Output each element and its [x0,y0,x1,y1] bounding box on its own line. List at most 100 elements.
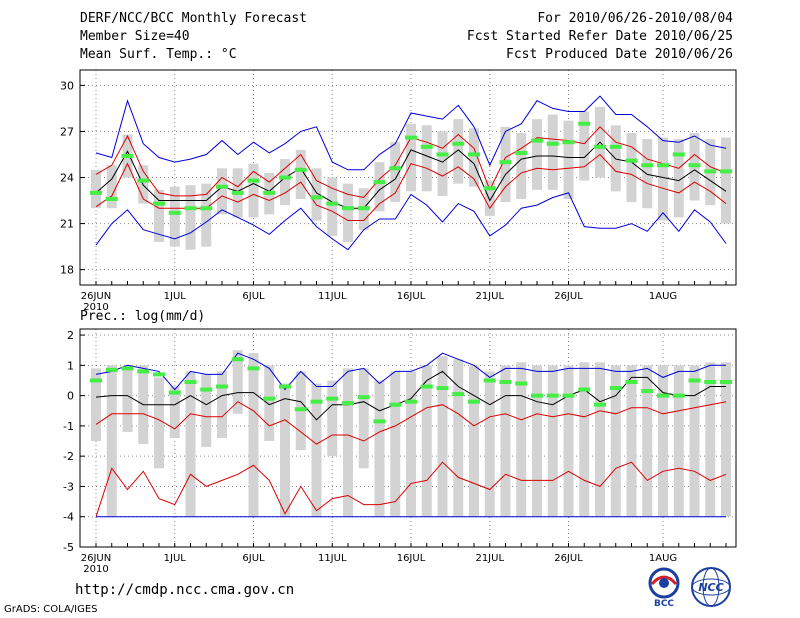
member-size: Member Size=40 [80,29,190,44]
temp-xtick-label: 1AUG [649,291,677,302]
temp-spread-bar [91,169,101,209]
prec-ensemble-marker [231,357,244,362]
prec-ensemble-marker [704,379,717,384]
prec-spread-bar [721,362,731,517]
temp-ensemble-marker [609,144,622,149]
temp-ensemble-marker [499,160,512,165]
source-url[interactable]: http://cmdp.ncc.cma.gov.cn [75,582,295,598]
temp-ytick-label: 18 [60,264,74,277]
temp-ensemble-marker [578,121,591,126]
prec-ensemble-marker [420,384,433,389]
temp-ensemble-marker [405,135,417,140]
prec-ensemble-marker [468,399,480,404]
prec-spread-bar [469,365,479,517]
prec-ensemble-marker [279,384,291,389]
prec-xtick-label: 6JUL [242,553,265,564]
prec-ensemble-marker [609,386,622,391]
temp-spread-bar [658,137,668,221]
prec-series-max [95,352,726,391]
prec-spread-bar [264,365,275,442]
prec-ensemble-marker [641,389,654,394]
prec-ytick-label: 2 [67,329,74,342]
temp-spread-bar [500,126,511,203]
temp-ensemble-marker [389,166,402,171]
grads-credit: GrADS: COLA/IGES [4,604,98,615]
temp-ensemble-marker [279,175,291,180]
prec-spread-bar [595,362,605,517]
prec-spread-bar [169,386,180,438]
forecast-start-date: Fcst Started Refer Date 2010/06/25 [466,29,733,44]
prec-spread-bar [673,365,684,517]
temp-spread-bar [217,168,227,215]
temp-spread-bar [532,119,542,190]
prec-xtick-label: 1AUG [649,553,677,564]
temp-ensemble-marker [625,158,638,163]
temp-xtick-label: 11JUL [318,291,347,302]
prec-xtick-label: 26JUL [554,553,583,564]
temp-ensemble-marker [672,152,685,157]
temp-ensemble-marker [105,197,118,201]
prec-ensemble-marker [184,379,197,384]
prec-xtick-label: 16JUL [397,553,426,564]
temp-ensemble-marker [468,152,480,157]
prec-series-mean [95,401,727,445]
temp-spread-bar [563,120,574,199]
temp-spread-bar [484,180,495,216]
temp-xtick-sublabel: 2010 [83,302,108,313]
prec-spread-bar [626,365,637,517]
temp-spread-bar [280,159,290,206]
temp-xtick-label: 26JUN [81,291,111,302]
temp-ensemble-marker [483,186,496,191]
prec-spread-bar [579,362,590,517]
prec-spread-bar [563,365,574,517]
temp-xtick-label: 1JUL [164,291,187,302]
prec-ensemble-marker [657,393,669,398]
prec-spread-bar [437,356,448,517]
temp-ytick-label: 21 [60,218,74,231]
prec-ensemble-marker [342,401,354,406]
prec-ensemble-marker [625,379,638,384]
prec-xtick-label: 1JUL [164,553,187,564]
temp-ensemble-marker [90,190,102,195]
prec-plot-frame [79,328,737,548]
temp-xtick-label: 26JUL [554,291,583,302]
ncc-logo-text: NCC [698,581,723,594]
temp-ensemble-marker [137,178,150,183]
temp-series-max [95,95,727,171]
prec-ensemble-marker [594,402,606,407]
temp-spread-bar [610,125,621,192]
temp-series-mean [95,141,727,209]
temp-spread-bar [579,111,590,181]
prec-spread-bar [642,365,653,517]
temp-ytick-label: 24 [60,172,74,185]
temp-spread-bar [516,132,527,199]
temp-ytick-label: 30 [60,79,74,92]
prec-ytick-label: -3 [63,480,74,493]
temp-xtick-label: 6JUL [242,291,265,302]
prec-ensemble-marker [326,396,339,401]
temp-ensemble-marker [531,138,543,143]
temp-ensemble-marker [657,163,669,168]
prec-ensemble-marker [436,386,449,391]
prec-ensemble-marker [405,399,417,404]
prec-ensemble-marker [137,369,150,374]
prec-spread-bar [185,371,196,517]
prec-spread-bar [280,383,290,517]
temp-spread-bar [311,168,322,221]
temp-ensemble-marker [168,210,181,215]
bcc-logo: BCC [641,566,687,609]
temp-ensemble-marker [720,169,732,174]
prec-spread-bar [248,353,259,517]
temp-spread-bar [547,114,558,190]
chart-title: DERF/NCC/BCC Monthly Forecast [80,11,307,26]
prec-ensemble-marker [452,392,465,397]
temp-spread-bar [295,149,306,199]
temp-spread-bar [421,125,432,192]
prec-spread-bar [500,365,511,517]
temp-spread-bar [390,142,401,203]
temp-ensemble-marker [247,178,260,183]
prec-ensemble-marker [389,402,402,407]
prec-spread-bar [532,365,542,517]
temp-ensemble-marker [231,190,244,195]
